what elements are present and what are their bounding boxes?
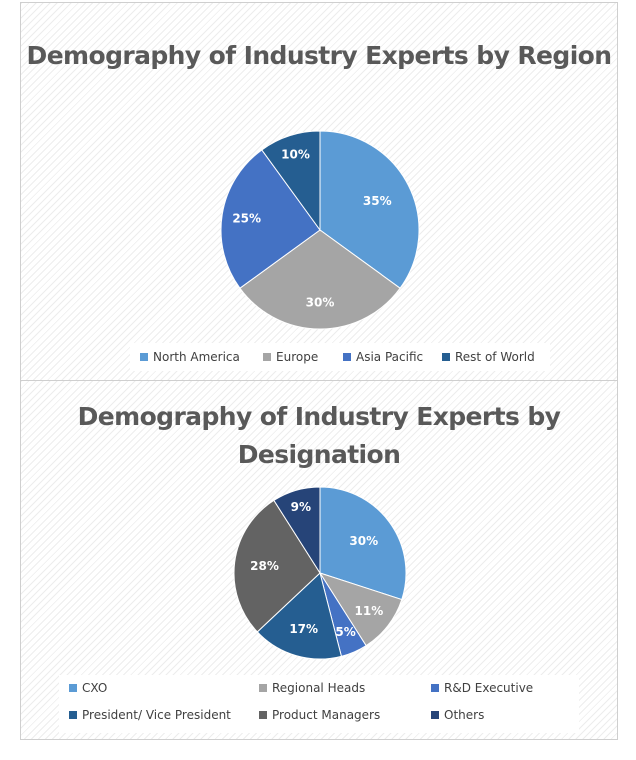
pie-slice-north-america	[319, 130, 420, 289]
legend-label: Regional Heads	[272, 681, 366, 695]
data-label-r-d-executive: 5%	[335, 625, 355, 639]
legend-label: Product Managers	[272, 708, 381, 722]
legend-item-europe: Europe	[263, 350, 318, 364]
legend-swatch	[431, 711, 439, 719]
data-label-others: 9%	[291, 500, 311, 514]
designation-legend: CXO Regional Heads R&D Executive President/…	[59, 675, 579, 733]
legend-swatch	[442, 353, 450, 361]
pie-slice-cxo	[319, 486, 407, 601]
pie-slice-asia-pacific	[220, 149, 321, 289]
legend-item-president-vice-president: President/ Vice President	[69, 708, 231, 722]
legend-item-rest-of-world: Rest of World	[442, 350, 535, 364]
pie-slice-rest-of-world	[261, 130, 321, 232]
data-label-rest-of-world: 10%	[281, 148, 310, 162]
designation-chart-title: Demography of Industry Experts by Design…	[77, 402, 561, 469]
legend-label: President/ Vice President	[82, 708, 231, 722]
legend-label: Europe	[276, 350, 319, 364]
legend-item-asia-pacific: Asia Pacific	[343, 350, 423, 364]
legend-swatch	[69, 684, 77, 692]
legend-swatch	[431, 684, 439, 692]
data-label-europe: 30%	[306, 295, 335, 309]
legend-swatch	[69, 711, 77, 719]
pie-slice-president-vice-president	[256, 572, 342, 660]
data-label-president-vice-president: 17%	[289, 622, 318, 636]
designation-chart-panel: Demography of Industry Experts by Design…	[21, 381, 617, 739]
chart-frame: Demography of Industry Experts by Region…	[20, 2, 618, 740]
pie-slice-product-managers	[233, 499, 321, 633]
legend-item-regional-heads: Regional Heads	[259, 681, 365, 695]
data-label-asia-pacific: 25%	[232, 211, 261, 225]
data-label-regional-heads: 11%	[355, 604, 384, 618]
legend-label: CXO	[82, 681, 108, 695]
legend-swatch	[259, 711, 267, 719]
pie-slice-europe	[239, 229, 401, 330]
pie-slice-others	[273, 486, 321, 575]
legend-item-r-d-executive: R&D Executive	[431, 681, 533, 695]
legend-swatch	[259, 684, 267, 692]
legend-swatch	[343, 353, 351, 361]
region-legend: North America Europe Asia Pacific Rest of W…	[130, 343, 550, 371]
region-chart-title: Demography of Industry Experts by Region	[26, 41, 612, 70]
legend-item-product-managers: Product Managers	[259, 708, 380, 722]
legend-label: Others	[444, 708, 485, 722]
region-chart-panel: Demography of Industry Experts by Region…	[21, 3, 617, 381]
data-label-north-america: 35%	[363, 194, 392, 208]
legend-label: North America	[153, 350, 240, 364]
legend-label: Rest of World	[455, 350, 535, 364]
legend-label: Asia Pacific	[356, 350, 424, 364]
legend-label: R&D Executive	[444, 681, 534, 695]
data-label-cxo: 30%	[349, 534, 378, 548]
region-pie-chart: 35% 30% 25% 10%	[220, 130, 420, 330]
legend-item-others: Others	[431, 708, 484, 722]
legend-item-cxo: CXO	[69, 681, 107, 695]
legend-swatch	[140, 353, 148, 361]
data-label-product-managers: 28%	[250, 559, 279, 573]
designation-pie-chart: 30% 11%5% 17% 28% 9%	[233, 486, 407, 660]
legend-swatch	[263, 353, 271, 361]
legend-item-north-america: North America	[140, 350, 240, 364]
